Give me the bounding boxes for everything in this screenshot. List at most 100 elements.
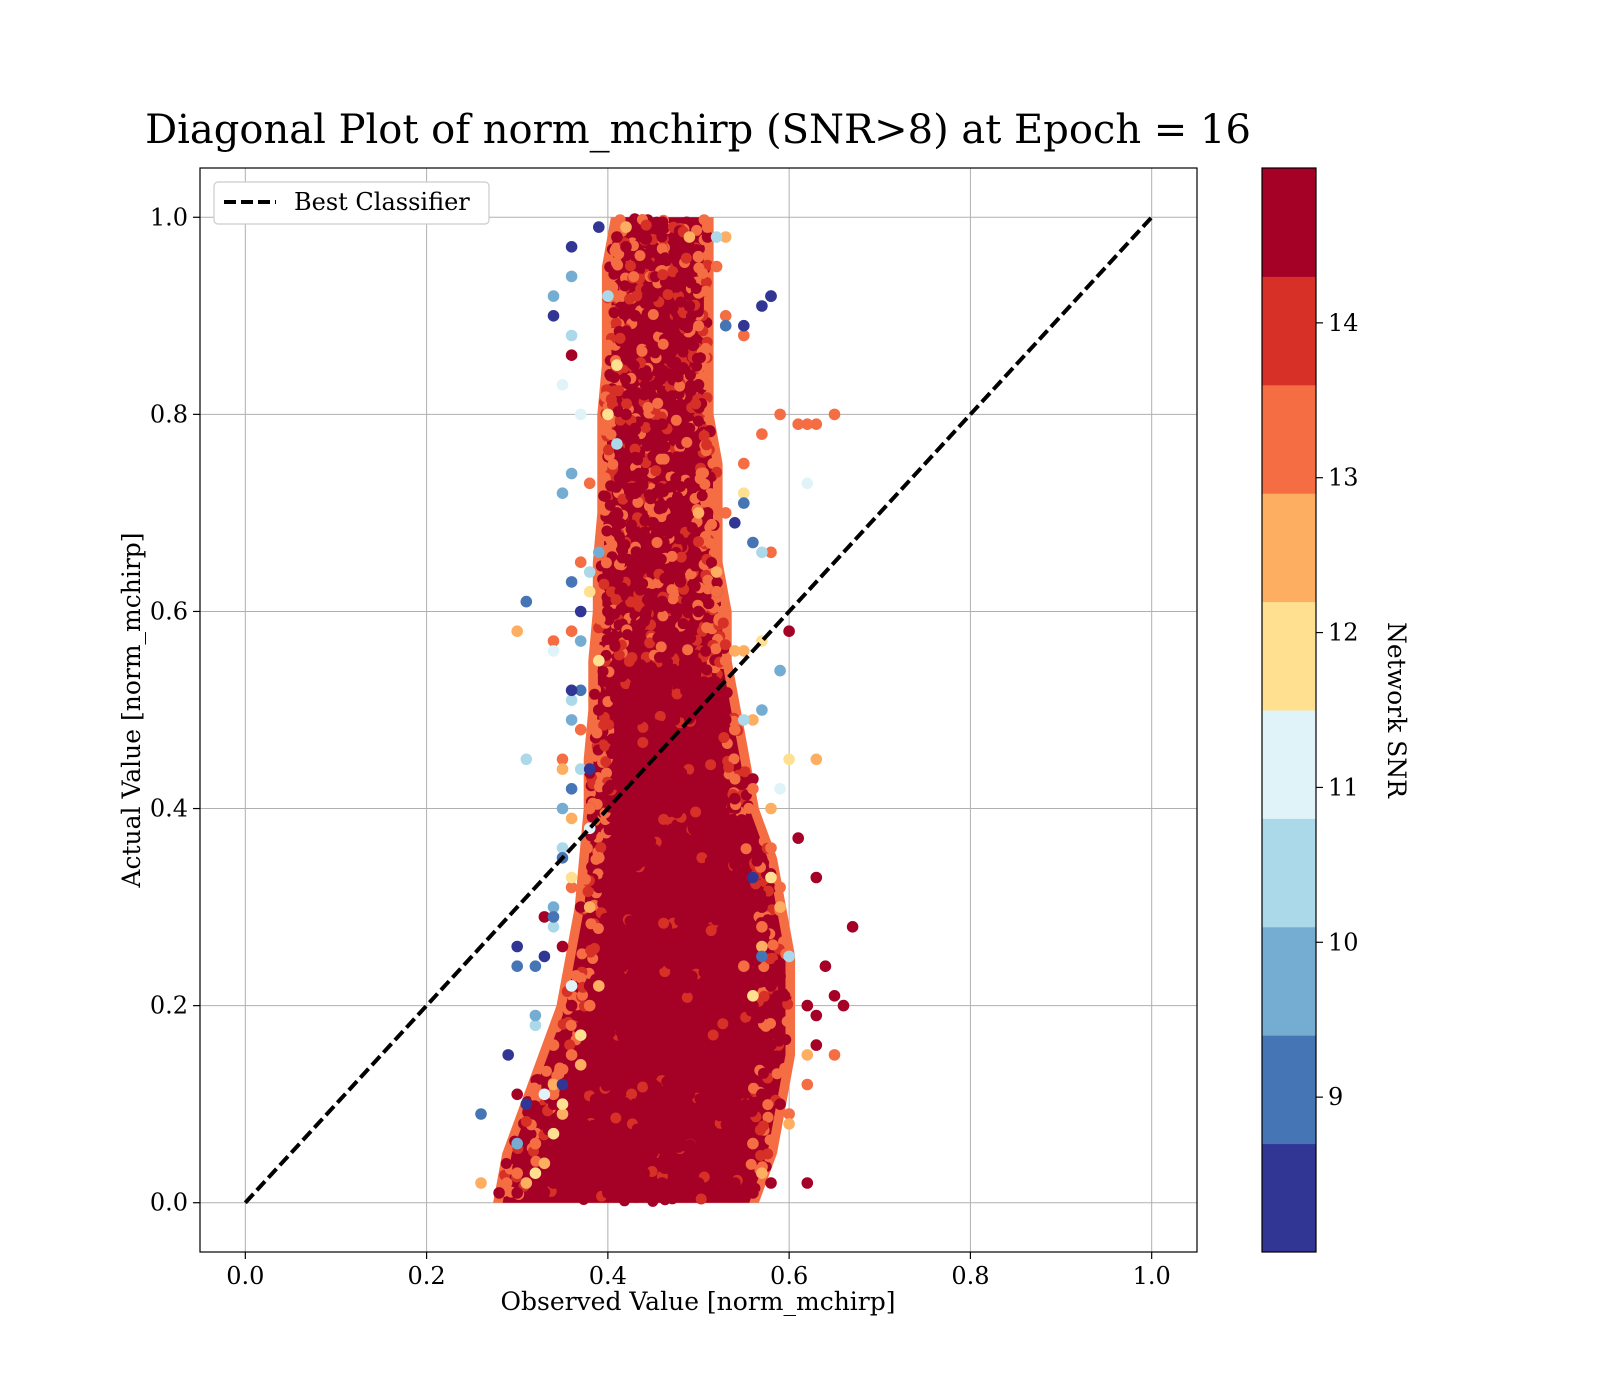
- scatter-point: [685, 1052, 697, 1064]
- scatter-point: [719, 891, 732, 903]
- scatter-point: [678, 657, 690, 669]
- colorbar: 9 10 11 12 13 14: [1261, 167, 1359, 1253]
- scatter-point: [698, 1077, 710, 1089]
- scatter-point: [612, 779, 624, 791]
- scatter-point: [529, 1019, 542, 1032]
- scatter-point: [653, 1097, 665, 1109]
- scatter-point: [690, 806, 702, 818]
- scatter-point: [688, 686, 700, 698]
- scatter-point: [657, 610, 669, 622]
- scatter-point: [612, 997, 624, 1009]
- scatter-point: [758, 961, 770, 973]
- scatter-point: [680, 685, 692, 697]
- scatter-point: [638, 970, 650, 982]
- scatter-point: [774, 970, 786, 982]
- scatter-point: [595, 842, 607, 853]
- scatter-point: [611, 1088, 623, 1101]
- scatter-point: [599, 1148, 610, 1160]
- scatter-point: [580, 873, 591, 885]
- scatter-point: [718, 732, 730, 743]
- scatter-point: [737, 1129, 749, 1141]
- scatter-point: [597, 964, 609, 976]
- colorbar-tick-label: 14: [1328, 309, 1359, 337]
- scatter-points: [475, 221, 859, 1199]
- scatter-point: [725, 817, 737, 829]
- scatter-point: [520, 1098, 533, 1110]
- best-classifier-line: [243, 215, 1154, 1205]
- scatter-point: [762, 1099, 774, 1111]
- scatter-point: [680, 252, 692, 264]
- scatter-point: [701, 884, 713, 896]
- scatter-point: [637, 884, 649, 896]
- scatter-point: [682, 923, 694, 934]
- scatter-point: [697, 823, 709, 835]
- scatter-point: [615, 764, 627, 776]
- scatter-point: [765, 871, 777, 884]
- scatter-point: [589, 943, 600, 954]
- scatter-point: [801, 1078, 814, 1091]
- scatter-point: [703, 1069, 715, 1081]
- scatter-point: [710, 566, 723, 578]
- scatter-point: [656, 243, 668, 255]
- scatter-point: [502, 1049, 514, 1061]
- colorbar-segment: [1262, 384, 1316, 494]
- scatter-point: [756, 950, 768, 963]
- scatter-point: [737, 999, 749, 1011]
- scatter-point: [620, 308, 632, 320]
- scatter-point: [656, 773, 668, 785]
- scatter-point: [593, 631, 605, 643]
- x-tick-label: 0.6: [770, 1262, 808, 1290]
- scatter-point: [674, 576, 687, 588]
- scatter-point: [681, 436, 693, 448]
- scatter-point: [610, 1112, 622, 1124]
- scatter-point: [774, 881, 786, 894]
- scatter-point: [692, 507, 705, 519]
- scatter-point: [664, 399, 676, 411]
- scatter-point: [689, 1042, 701, 1054]
- scatter-point: [538, 1157, 551, 1170]
- scatter-point: [611, 1102, 622, 1113]
- scatter-point: [690, 546, 702, 558]
- scatter-point: [657, 216, 669, 228]
- scatter-point: [687, 1121, 699, 1133]
- scatter-point: [728, 831, 740, 843]
- scatter-point: [576, 948, 588, 960]
- scatter-point: [622, 861, 634, 873]
- scatter-point: [721, 1043, 733, 1055]
- scatter-point: [751, 1027, 763, 1039]
- scatter-point: [756, 1088, 768, 1101]
- scatter-point: [629, 310, 641, 322]
- scatter-point: [574, 901, 587, 913]
- scatter-point: [622, 553, 634, 565]
- scatter-point: [714, 1110, 726, 1122]
- scatter-point: [612, 697, 624, 709]
- scatter-point: [657, 1033, 669, 1045]
- scatter-point: [608, 868, 620, 880]
- scatter-point: [635, 998, 647, 1010]
- scatter-point: [583, 802, 596, 815]
- scatter-point: [669, 562, 681, 573]
- scatter-point: [685, 1111, 697, 1123]
- scatter-point: [574, 408, 587, 421]
- scatter-point: [638, 819, 650, 831]
- scatter-point: [733, 1141, 745, 1153]
- scatter-point: [664, 958, 676, 970]
- scatter-point: [675, 296, 687, 308]
- scatter-point: [663, 618, 675, 630]
- scatter-point: [511, 1187, 523, 1199]
- scatter-point: [609, 708, 621, 720]
- scatter-point: [772, 1055, 784, 1067]
- colorbar-segment: [1262, 926, 1316, 1036]
- scatter-point: [643, 248, 655, 260]
- scatter-point: [658, 917, 670, 929]
- x-tick-label: 0.0: [226, 1262, 264, 1290]
- scatter-point: [683, 881, 696, 894]
- scatter-point: [667, 593, 679, 605]
- colorbar-tick-label: 11: [1328, 773, 1359, 801]
- scatter-point: [511, 960, 523, 972]
- scatter-point: [653, 793, 665, 805]
- scatter-point: [602, 339, 614, 351]
- scatter-point: [708, 1078, 720, 1090]
- scatter-point: [690, 657, 702, 668]
- scatter-point: [565, 270, 578, 283]
